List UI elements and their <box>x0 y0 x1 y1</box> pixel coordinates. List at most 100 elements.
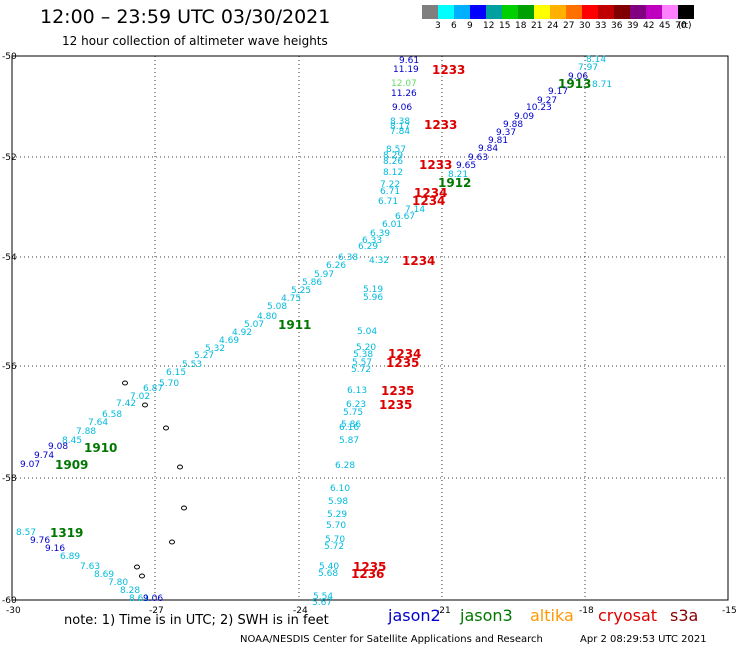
wave-height-label: 6.28 <box>335 461 355 471</box>
lon-tick-label: -30 <box>6 606 21 616</box>
wave-height-label: 5.08 <box>267 302 287 312</box>
legend-label: 9 <box>467 21 473 31</box>
legend-label: 21 <box>531 21 543 31</box>
pass-time-label: 1319 <box>50 526 83 540</box>
wave-height-label: 5.07 <box>244 320 264 330</box>
satellite-cryosat: cryosat <box>598 606 658 625</box>
wave-height-label: 9.65 <box>456 161 476 171</box>
wave-height-label: 6.15 <box>166 368 186 378</box>
legend-label: 18 <box>515 21 527 31</box>
wave-height-label: 8.21 <box>448 170 468 180</box>
pass-time-label: 1913 <box>558 77 591 91</box>
legend-label: 36 <box>611 21 623 31</box>
legend-swatch <box>662 5 678 19</box>
lon-tick-label: -24 <box>293 606 308 616</box>
wave-height-label: 4.80 <box>257 312 277 322</box>
pass-time-label: 1234 <box>414 186 447 200</box>
pass-time-label: 1910 <box>84 441 117 455</box>
legend-swatch <box>678 5 694 19</box>
wave-height-label: 5.32 <box>205 344 225 354</box>
wave-height-label: 6.71 <box>380 187 400 197</box>
satellite-jason3: jason3 <box>460 606 513 625</box>
wave-height-label: 9.09 <box>514 112 534 122</box>
wave-height-label: 6.16 <box>339 423 359 433</box>
credit-text: NOAA/NESDIS Center for Satellite Applica… <box>240 634 543 645</box>
legend-label: 27 <box>563 21 575 31</box>
legend-swatch <box>566 5 582 19</box>
wave-height-label: 5.53 <box>182 360 202 370</box>
island-outline <box>177 464 183 470</box>
legend-swatch <box>502 5 518 19</box>
legend-swatch <box>470 5 486 19</box>
legend-swatch <box>518 5 534 19</box>
wave-height-label: 5.70 <box>159 379 179 389</box>
legend-label: 6 <box>451 21 457 31</box>
wave-height-label: 5.96 <box>363 293 383 303</box>
wave-height-label: 8.14 <box>586 55 606 65</box>
wave-height-label: 6.89 <box>60 552 80 562</box>
footer-note: note: 1) Time is in UTC; 2) SWH is in fe… <box>64 613 329 628</box>
legend-label: 15 <box>499 21 511 31</box>
wave-height-label: 9.06 <box>143 594 163 604</box>
wave-height-label: 9.88 <box>503 120 523 130</box>
wave-height-label: 6.13 <box>347 386 367 396</box>
wave-height-label: 4.92 <box>232 328 252 338</box>
legend-swatch <box>422 5 438 19</box>
wave-height-label: 7.63 <box>80 562 100 572</box>
wave-height-label: 9.74 <box>34 451 54 461</box>
legend-label: 3 <box>435 21 441 31</box>
pass-time-label: 1234 <box>402 254 435 268</box>
legend-swatch <box>598 5 614 19</box>
wave-height-label: 6.39 <box>370 229 390 239</box>
map-frame <box>11 55 729 601</box>
wave-height-label: 9.06 <box>392 103 412 113</box>
legend-swatch <box>582 5 598 19</box>
page-subtitle: 12 hour collection of altimeter wave hei… <box>62 34 328 48</box>
wave-height-label: 6.67 <box>395 212 415 222</box>
wave-height-label: 8.69 <box>94 570 114 580</box>
wave-height-label: 8.28 <box>120 586 140 596</box>
wave-height-label: 5.38 <box>353 350 373 360</box>
legend-label: (ft) <box>678 21 692 31</box>
wave-height-label: 5.19 <box>363 285 383 295</box>
pass-time-label: 1233 <box>419 158 452 172</box>
lon-tick-label: -27 <box>149 606 164 616</box>
wave-height-label: 6.29 <box>358 242 378 252</box>
pass-time-label: 1235 <box>386 356 419 370</box>
wave-height-label: 12.07 <box>391 79 417 89</box>
lat-tick-label: -54 <box>2 253 17 263</box>
wave-height-label: 4.75 <box>281 294 301 304</box>
wave-height-label: 8.17 <box>390 122 410 132</box>
wave-height-label: 5.72 <box>351 365 371 375</box>
wave-height-label: 6.33 <box>362 236 382 246</box>
pass-time-label: 1233 <box>424 118 457 132</box>
wave-height-label: 9.76 <box>30 536 50 546</box>
wave-height-label: 5.67 <box>312 598 332 608</box>
legend-label: 30 <box>579 21 591 31</box>
legend-label: 45 <box>659 21 671 31</box>
wave-height-label: 8.12 <box>383 168 403 178</box>
wave-height-label: 5.70 <box>325 535 345 545</box>
island-outline <box>142 402 148 408</box>
wave-height-label: 8.38 <box>390 117 410 127</box>
wave-height-label: 6.71 <box>378 197 398 207</box>
wave-height-label: 9.61 <box>399 56 419 66</box>
legend-swatch <box>534 5 550 19</box>
wave-height-label: 5.72 <box>324 542 344 552</box>
pass-time-label: 1911 <box>278 318 311 332</box>
legend-swatch <box>614 5 630 19</box>
satellite-altika: altika <box>530 606 574 625</box>
wave-height-label: 7.64 <box>88 418 108 428</box>
pass-time-label: 1235 <box>381 384 414 398</box>
island-outline <box>181 505 187 511</box>
wave-height-label: 6.87 <box>143 384 163 394</box>
legend-label: 24 <box>547 21 559 31</box>
lat-tick-label: -56 <box>2 362 17 372</box>
legend-label: 33 <box>595 21 607 31</box>
wave-height-label: 5.20 <box>356 343 376 353</box>
wave-height-label: 5.75 <box>343 408 363 418</box>
wave-height-label: 7.88 <box>76 427 96 437</box>
wave-height-label: 9.37 <box>496 128 516 138</box>
lon-tick-label: -15 <box>722 606 737 616</box>
generated-timestamp: Apr 2 08:29:53 UTC 2021 <box>580 634 707 645</box>
